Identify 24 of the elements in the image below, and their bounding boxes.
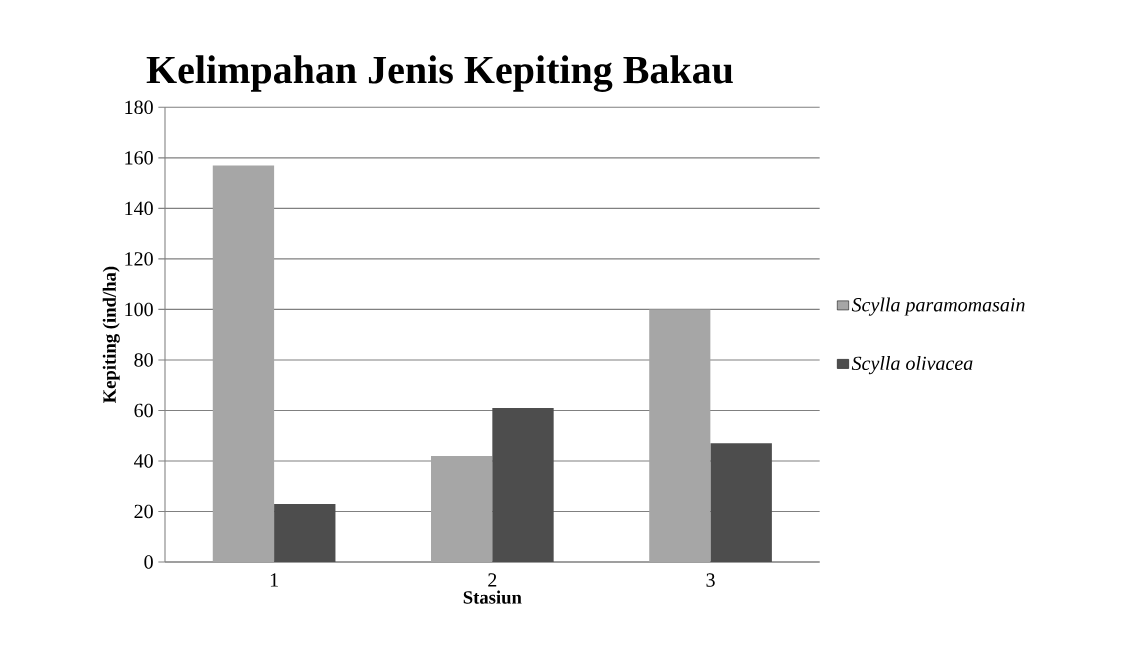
- legend-label: Scylla olivacea: [851, 356, 973, 375]
- y-tick-label: 0: [144, 555, 153, 569]
- y-tick-label: 80: [134, 353, 153, 367]
- y-axis-title: Kepiting (ind/ha): [102, 266, 120, 404]
- x-tick-label: 3: [706, 573, 715, 587]
- legend-label: Scylla paramomasain: [851, 297, 1025, 316]
- bar: [710, 443, 772, 562]
- bar: [492, 407, 554, 562]
- y-tick-label: 100: [125, 302, 153, 317]
- x-tick-label: 1: [270, 573, 278, 587]
- bar: [431, 455, 493, 562]
- chart-title: Kelimpahan Jenis Kepiting Bakau: [146, 55, 733, 92]
- bar: [274, 503, 336, 562]
- x-tick-label: 2: [488, 573, 497, 587]
- bar: [212, 165, 275, 562]
- y-tick-label: 140: [125, 201, 153, 216]
- y-tick-label: 120: [125, 252, 153, 266]
- y-tick-label: 40: [134, 454, 153, 468]
- y-tick-label: 60: [134, 403, 153, 418]
- bar: [649, 309, 711, 562]
- y-tick-label: 180: [125, 100, 153, 115]
- y-tick-label: 20: [134, 504, 153, 519]
- y-tick-label: 160: [125, 151, 153, 165]
- x-axis-title: Stasiun: [463, 590, 522, 604]
